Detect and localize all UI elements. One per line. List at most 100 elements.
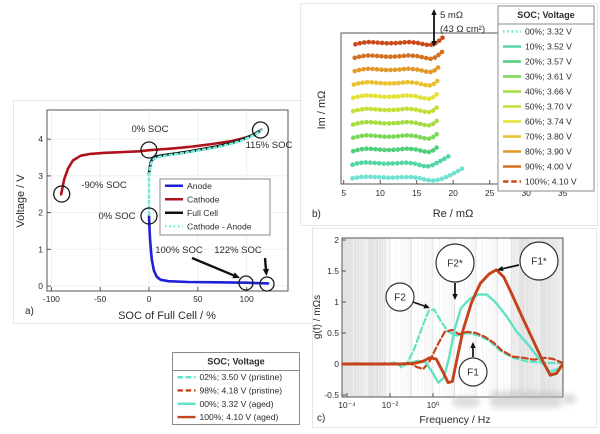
- series-soc-70%: [351, 76, 443, 88]
- tick-label-x: 10: [375, 188, 385, 198]
- series-soc-100%: [353, 34, 446, 48]
- annotation-arrow-shaft: [502, 264, 520, 270]
- annotation-circle: [435, 243, 475, 283]
- panel-c-ylabel: g(f) / mΩs: [313, 295, 323, 339]
- panel-a-legend-item-label: Full Cell: [187, 208, 218, 218]
- panel-c-xlabel: Frequency / Hz: [419, 414, 490, 426]
- panel-b-xlabel: Re / mΩ: [433, 208, 474, 220]
- panel-b-ylabel: Im / mΩ: [316, 91, 328, 130]
- annotation-arrow-head: [497, 266, 504, 272]
- annotation-label: 0% SOC: [99, 211, 136, 222]
- tick-label-x: -50: [94, 294, 107, 304]
- legend-center-frame: [172, 352, 300, 425]
- series-1: [341, 328, 564, 371]
- annotation-arrow-shaft: [191, 256, 235, 277]
- series-soc-90%: [352, 48, 446, 62]
- panel-b-legend-item-label: 10%; 3.52 V: [525, 42, 572, 52]
- annotation-circle: [385, 282, 415, 312]
- legend-center-item-label: 100%; 4.10 V (aged): [200, 412, 279, 422]
- panel-a: SOC of Full Cell / % Voltage / V a) -100…: [13, 100, 314, 324]
- annotation-label: F2*: [447, 259, 463, 270]
- annotation-5mohm: 5 mΩ: [440, 10, 463, 21]
- panel-b-legend-item-label: 20%; 3.57 V: [525, 57, 572, 67]
- panel-b-legend-item-label: 60%; 3.74 V: [525, 117, 572, 127]
- watermark-blur: [490, 391, 562, 408]
- annotation-circle: [458, 357, 488, 387]
- panel-a-legend-item-label: Cathode - Anode: [187, 221, 252, 231]
- annotation-circle: [519, 241, 559, 281]
- panel-a-legend-item-label: Cathode: [187, 194, 220, 204]
- panel-a-letter: a): [25, 306, 34, 317]
- series-soc-00%: [350, 166, 465, 183]
- tick-label-x: 10⁻⁴: [338, 400, 356, 410]
- tick-label-y: -0.5: [324, 390, 339, 400]
- annotation-arrow-shaft: [263, 257, 268, 270]
- tick-label-x: 5: [341, 188, 346, 198]
- watermark-blur: [452, 397, 480, 407]
- annotation-label: F2: [394, 293, 406, 304]
- annotation-label: F1: [467, 368, 479, 379]
- watermark-blur: [563, 394, 576, 404]
- panel-b-legend-item-label: 100%; 4.10 V: [525, 177, 577, 187]
- panel-b-legend-item-label: 40%; 3.66 V: [525, 87, 572, 97]
- tick-label-x: 20: [448, 188, 458, 198]
- legend-center-item-label: 00%; 3.32 V (aged): [200, 399, 274, 409]
- annotation-arrow-head: [262, 268, 270, 276]
- series-soc-30%: [350, 129, 442, 142]
- series-3: [341, 268, 564, 385]
- series-soc-80%: [352, 62, 444, 75]
- spacing-arrow-head: [431, 41, 437, 47]
- legend-center: SOC; Voltage 02%; 3.50 V (pristine) 98%; 4…: [172, 352, 300, 425]
- annotation-label: -90% SOC: [81, 180, 127, 191]
- tick-label-y: 0: [334, 359, 339, 369]
- legend-center-title: SOC; Voltage: [207, 357, 264, 367]
- marker-circle: [140, 207, 158, 225]
- panel-b-legend-item-label: 30%; 3.61 V: [525, 72, 572, 82]
- series-soc-50%: [350, 102, 442, 115]
- spacing-arrow-head: [431, 9, 437, 15]
- marker-circle: [259, 276, 275, 292]
- tick-label-x: 30: [521, 188, 531, 198]
- tick-label-y: 1.5: [327, 266, 339, 276]
- tick-label-x: 15: [412, 188, 422, 198]
- tick-label-y: 3: [38, 171, 43, 181]
- series-anode: [147, 215, 270, 285]
- tick-label-x: 50: [193, 294, 203, 304]
- tick-label-x: -100: [43, 294, 60, 304]
- series-soc-40%: [350, 116, 442, 128]
- panel-b-legend-item-label: 90%; 4.00 V: [525, 162, 572, 172]
- annotation-arrow-head: [423, 303, 430, 309]
- panel-c-letter: c): [317, 413, 325, 424]
- tick-label-y: 0: [38, 281, 43, 291]
- tick-label-x: 0: [147, 294, 152, 304]
- annotation-label: 100% SOC: [155, 245, 203, 256]
- annotation-label: F1*: [531, 257, 547, 268]
- tick-label-y: 1: [38, 244, 43, 254]
- legend-center-item-label: 02%; 3.50 V (pristine): [200, 372, 283, 382]
- panel-b-plot: Re / mΩ Im / mΩ b) 5 10 15 20 25 30 35 5 mΩ (43 …: [312, 5, 595, 220]
- panel-b: Re / mΩ Im / mΩ b) 5 10 15 20 25 30 35 5 mΩ (43 …: [300, 3, 598, 226]
- annotation-label: 115% SOC: [246, 140, 293, 151]
- series-soc-60%: [350, 89, 442, 102]
- series-soc-10%: [350, 153, 452, 169]
- annotation-arrow-head: [232, 272, 240, 279]
- marker-circle: [140, 141, 158, 159]
- tick-label-x: 25: [485, 188, 495, 198]
- marker-circle: [53, 185, 71, 203]
- panel-a-legend-item-label: Anode: [187, 181, 212, 191]
- tick-label-x: 10⁻²: [382, 400, 399, 410]
- panel-b-legend-item-label: 80%; 3.90 V: [525, 147, 572, 157]
- annotation-arrow-shaft: [412, 301, 425, 307]
- panel-b-legend-item-label: 00%; 3.32 V: [525, 27, 572, 37]
- annotation-label: 0% SOC: [132, 124, 169, 135]
- panel-b-legend-item-label: 50%; 3.70 V: [525, 102, 572, 112]
- panel-b-legend-title: SOC; Voltage: [517, 10, 574, 20]
- series-soc-20%: [350, 142, 442, 155]
- panel-b-legend-frame: [497, 5, 595, 192]
- tick-label-y: 1: [334, 297, 339, 307]
- tick-label-y: 2: [334, 235, 339, 245]
- axes-box: [46, 109, 289, 292]
- tick-label-x: 100: [240, 294, 254, 304]
- panel-b-letter: b): [312, 209, 321, 220]
- legend-center-item-label: 98%; 4.18 V (pristine): [200, 385, 283, 395]
